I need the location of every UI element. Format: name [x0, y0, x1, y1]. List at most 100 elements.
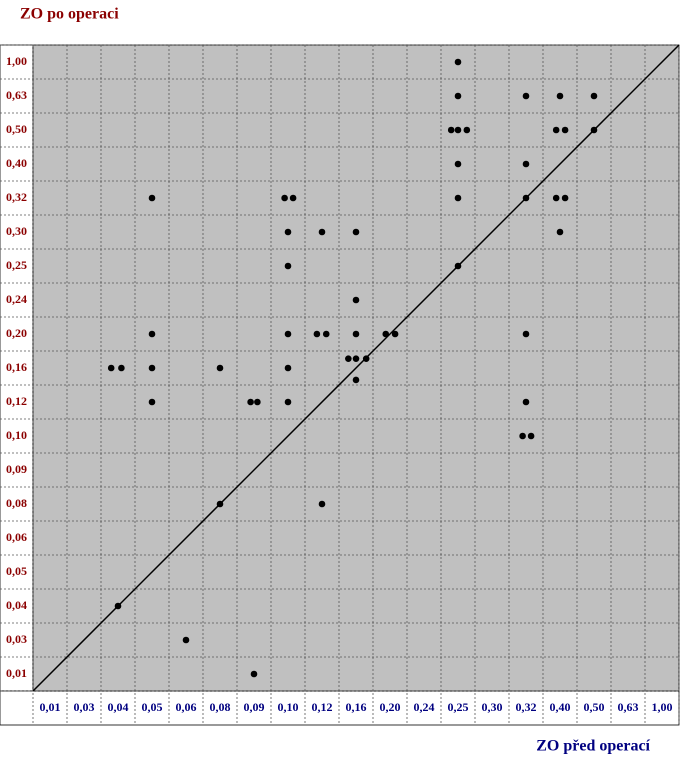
y-tick-label: 0,25: [6, 258, 27, 272]
x-tick-label: 0,40: [550, 700, 571, 714]
point: [318, 228, 326, 236]
y-tick-label: 0,16: [6, 360, 27, 374]
x-tick-label: 0,12: [312, 700, 333, 714]
x-tick-label: 0,05: [142, 700, 163, 714]
point: [345, 355, 352, 362]
point: [552, 194, 560, 202]
point: [454, 58, 462, 66]
y-tick-label: 0,24: [6, 292, 27, 306]
y-tick-label: 0,10: [6, 428, 27, 442]
point: [561, 194, 569, 202]
point: [522, 330, 530, 338]
y-tick-label: 0,06: [6, 530, 27, 544]
point: [522, 92, 530, 100]
y-tick-label: 0,20: [6, 326, 27, 340]
x-axis-title: ZO před operací: [536, 738, 650, 755]
point: [447, 126, 455, 134]
point: [352, 376, 360, 384]
point: [247, 398, 254, 406]
x-tick-label: 0,08: [210, 700, 231, 714]
y-tick-label: 0,30: [6, 224, 27, 238]
point: [556, 228, 564, 236]
y-tick-label: 0,50: [6, 122, 27, 136]
point: [148, 364, 156, 372]
point: [454, 92, 462, 100]
y-tick-label: 0,05: [6, 564, 27, 578]
point: [148, 194, 156, 202]
point: [284, 364, 292, 372]
point: [284, 228, 292, 236]
y-tick-label: 0,04: [6, 598, 27, 612]
point: [118, 364, 125, 372]
point: [281, 194, 288, 202]
point: [522, 194, 530, 202]
x-tick-label: 0,03: [74, 700, 95, 714]
x-tick-label: 0,09: [244, 700, 265, 714]
y-axis-title: ZO po operaci: [20, 6, 119, 23]
point: [254, 398, 261, 406]
x-tick-label: 0,16: [346, 700, 367, 714]
point: [519, 432, 526, 440]
point: [114, 602, 122, 610]
point: [561, 126, 569, 134]
point: [382, 330, 390, 338]
x-tick-label: 0,50: [584, 700, 605, 714]
x-tick-label: 0,01: [40, 700, 61, 714]
x-tick-label: 0,06: [176, 700, 197, 714]
point: [590, 126, 598, 134]
point: [352, 330, 360, 338]
point: [289, 194, 297, 202]
point: [284, 330, 292, 338]
x-tick-label: 0,32: [516, 700, 537, 714]
point: [352, 355, 360, 362]
x-tick-label: 0,24: [414, 700, 435, 714]
point: [352, 296, 360, 304]
point: [284, 398, 292, 406]
point: [556, 92, 564, 100]
label-strip: [0, 44, 34, 692]
y-tick-label: 0,09: [6, 462, 27, 476]
point: [148, 330, 156, 338]
point: [590, 92, 598, 100]
point: [107, 364, 115, 372]
y-tick-label: 0,12: [6, 394, 27, 408]
point: [454, 194, 462, 202]
x-tick-label: 0,10: [278, 700, 299, 714]
point: [454, 160, 462, 168]
point: [362, 355, 370, 362]
x-tick-label: 0,25: [448, 700, 469, 714]
point: [250, 670, 258, 678]
y-tick-label: 0,32: [6, 190, 27, 204]
y-tick-label: 0,03: [6, 632, 27, 646]
label-strip: [0, 690, 680, 726]
point: [352, 228, 360, 236]
point: [322, 330, 330, 338]
diagonal: [32, 44, 680, 692]
x-tick-label: 0,20: [380, 700, 401, 714]
point: [284, 262, 292, 270]
x-tick-label: 0,04: [108, 700, 129, 714]
x-tick-label: 1,00: [652, 700, 673, 714]
point: [454, 126, 462, 134]
point: [148, 398, 156, 406]
x-tick-label: 0,63: [618, 700, 639, 714]
y-tick-label: 0,08: [6, 496, 27, 510]
point: [463, 126, 471, 134]
x-tick-label: 0,30: [482, 700, 503, 714]
point: [182, 636, 190, 644]
y-tick-label: 0,40: [6, 156, 27, 170]
y-tick-label: 0,63: [6, 88, 27, 102]
point: [522, 398, 530, 406]
point: [454, 262, 462, 270]
point: [552, 126, 560, 134]
point: [527, 432, 535, 440]
point: [216, 500, 224, 508]
point: [522, 160, 530, 168]
y-tick-label: 1,00: [6, 54, 27, 68]
point: [318, 500, 326, 508]
point: [313, 330, 321, 338]
point: [216, 364, 224, 372]
point: [391, 330, 399, 338]
